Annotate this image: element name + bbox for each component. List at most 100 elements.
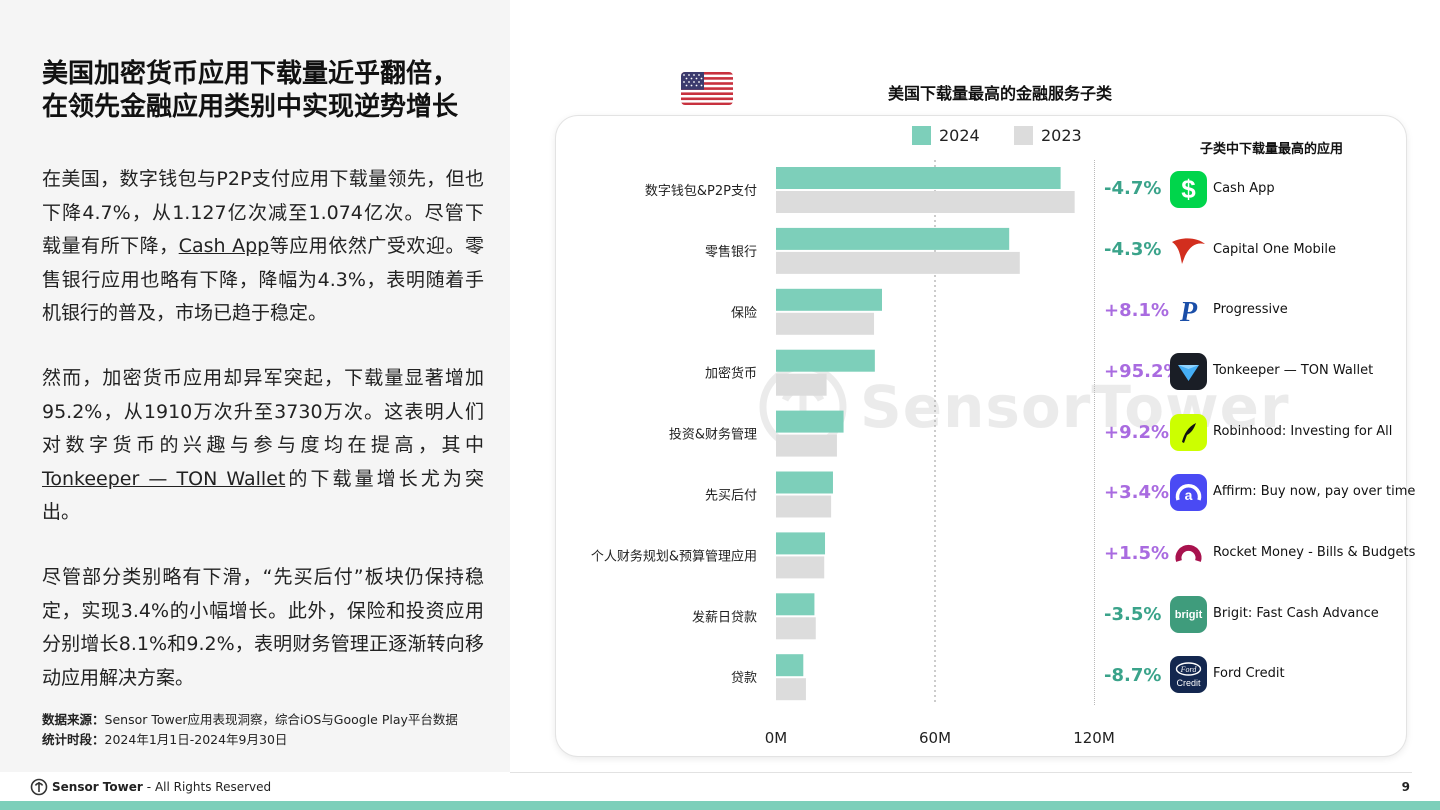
- bar-2023: [776, 251, 1020, 274]
- sensor-tower-logo-icon: [30, 778, 48, 796]
- tonkeeper-link[interactable]: Tonkeeper — TON Wallet: [42, 467, 286, 490]
- watermark: SensorTower: [758, 362, 1290, 452]
- change-label: -4.7%: [1104, 178, 1162, 199]
- category-label: 贷款: [731, 671, 757, 686]
- bar-2023: [776, 191, 1075, 213]
- top-app-name: Capital One Mobile: [1213, 242, 1336, 257]
- data-period-label: 统计时段：: [42, 732, 105, 747]
- svg-text:a: a: [1185, 487, 1193, 503]
- page-number: 9: [1401, 780, 1410, 794]
- category-label: 发薪日贷款: [692, 609, 757, 625]
- x-tick-label: 0M: [765, 729, 788, 747]
- footer-brand: Sensor Tower: [52, 780, 143, 794]
- legend-swatch-2024: [912, 126, 931, 145]
- paragraph-2-text-b: 的下载量增长尤为突出。: [42, 467, 484, 524]
- legend-label-2023: 2023: [1041, 126, 1082, 145]
- footer: Sensor Tower - All Rights Reserved: [30, 778, 271, 796]
- rocket-money-icon: [1170, 535, 1207, 572]
- affirm-icon: a: [1170, 474, 1207, 511]
- category-label: 投资&财务管理: [669, 427, 757, 443]
- top-app-name: Brigit: Fast Cash Advance: [1213, 606, 1379, 621]
- x-tick-label: 60M: [919, 729, 951, 747]
- brigit-icon: brigit: [1170, 596, 1207, 633]
- change-label: -8.7%: [1104, 665, 1162, 686]
- legend-label-2024: 2024: [939, 126, 980, 145]
- paragraph-1-text-a: 在美国，数字钱包与P2P支付应用下载量领先，但也下降4.7%，从1.127亿次减…: [42, 168, 484, 257]
- title-line-1: 美国加密货币应用下载量近乎翻倍，: [42, 59, 459, 89]
- chart-title: 美国下载量最高的金融服务子类: [887, 84, 1112, 103]
- capital-one-icon: [1170, 232, 1207, 269]
- paragraph-2-text-a: 然而，加密货币应用却异军突起，下载量显著增加95.2%，从1910万次升至373…: [42, 367, 484, 456]
- svg-text:Ford: Ford: [1180, 665, 1198, 674]
- bar-2024: [776, 593, 815, 616]
- change-label: +95.2%: [1104, 361, 1182, 382]
- bar-2024: [776, 471, 833, 494]
- data-source-label: 数据来源：: [42, 712, 105, 727]
- bar-2024: [776, 532, 826, 555]
- legend-item-2024: 2024: [912, 126, 980, 145]
- legend-swatch-2023: [1014, 126, 1033, 145]
- tonkeeper-icon: [1170, 353, 1207, 390]
- cash-app-icon: $: [1170, 171, 1207, 208]
- paragraph-3: 尽管部分类别略有下滑，“先买后付”板块仍保持稳定，实现3.4%的小幅增长。此外，…: [42, 566, 484, 689]
- chart-right-divider: [1094, 160, 1095, 705]
- category-label: 零售银行: [705, 244, 757, 260]
- top-app-name: Robinhood: Investing for All: [1213, 424, 1393, 439]
- bar-2023: [776, 617, 816, 640]
- bar-2023: [776, 678, 806, 701]
- chart-card: [556, 116, 1406, 756]
- category-label: 数字钱包&P2P支付: [645, 184, 757, 199]
- bar-2023: [776, 312, 875, 335]
- top-app-name: Ford Credit: [1213, 666, 1285, 681]
- bottom-accent-bar: [0, 801, 1440, 810]
- watermark-text: SensorTower: [860, 373, 1290, 441]
- change-label: +8.1%: [1104, 300, 1170, 321]
- top-app-name: Affirm: Buy now, pay over time: [1213, 484, 1416, 499]
- data-source: 数据来源：Sensor Tower应用表现洞察，综合iOS与Google Pla…: [42, 709, 458, 728]
- paragraph-2: 然而，加密货币应用却异军突起，下载量显著增加95.2%，从1910万次升至373…: [42, 362, 484, 530]
- bar-2023: [776, 495, 832, 518]
- paragraph-1: 在美国，数字钱包与P2P支付应用下载量领先，但也下降4.7%，从1.127亿次减…: [42, 163, 484, 331]
- robinhood-icon: [1170, 414, 1207, 451]
- progressive-icon: P: [1170, 292, 1207, 329]
- svg-text:$: $: [1181, 174, 1196, 204]
- bar-2024: [776, 349, 875, 372]
- bar-2024: [776, 410, 844, 433]
- change-label: -3.5%: [1104, 604, 1162, 625]
- data-period: 统计时段：2024年1月1日-2024年9月30日: [42, 729, 287, 748]
- bar-2023: [776, 556, 825, 579]
- legend-item-2023: 2023: [1014, 126, 1082, 145]
- change-label: +3.4%: [1104, 482, 1170, 503]
- svg-text:Credit: Credit: [1176, 678, 1201, 688]
- top-apps-title: 子类中下载量最高的应用: [1200, 142, 1344, 157]
- data-source-text: Sensor Tower应用表现洞察，综合iOS与Google Play平台数据: [104, 712, 458, 727]
- title-line-2: 在领先金融应用类别中实现逆势增长: [42, 92, 459, 122]
- change-label: +9.2%: [1104, 422, 1170, 443]
- svg-text:P: P: [1179, 297, 1198, 328]
- bar-2024: [776, 167, 1061, 189]
- x-tick-label: 120M: [1073, 729, 1115, 747]
- cash-app-link[interactable]: Cash App: [178, 235, 270, 257]
- category-label: 先买后付: [705, 489, 757, 504]
- category-label: 个人财务规划&预算管理应用: [591, 548, 757, 564]
- us-flag-icon: [681, 72, 733, 105]
- category-label: 加密货币: [705, 366, 757, 382]
- data-period-text: 2024年1月1日-2024年9月30日: [104, 732, 288, 747]
- bar-2024: [776, 227, 1010, 250]
- paragraph-1-text-b: 等应用依然广受欢迎。零售银行应用也略有下降，降幅为4.3%，表明随着手机银行的普…: [42, 235, 484, 324]
- category-label: 保险: [731, 306, 757, 321]
- top-app-name: Rocket Money - Bills & Budgets: [1213, 545, 1416, 560]
- footer-divider: [510, 772, 1412, 773]
- left-panel: [0, 0, 510, 772]
- top-app-name: Progressive: [1213, 302, 1288, 317]
- top-app-name: Cash App: [1213, 181, 1275, 196]
- ford-credit-icon: Ford Credit: [1170, 656, 1207, 693]
- page-title: 美国加密货币应用下载量近乎翻倍， 在领先金融应用类别中实现逆势增长: [42, 58, 502, 124]
- bar-2024: [776, 288, 882, 311]
- svg-text:brigit: brigit: [1175, 609, 1203, 621]
- bar-2024: [776, 654, 804, 677]
- footer-rights: - All Rights Reserved: [146, 780, 272, 794]
- change-label: -4.3%: [1104, 239, 1162, 260]
- bar-2023: [776, 434, 837, 457]
